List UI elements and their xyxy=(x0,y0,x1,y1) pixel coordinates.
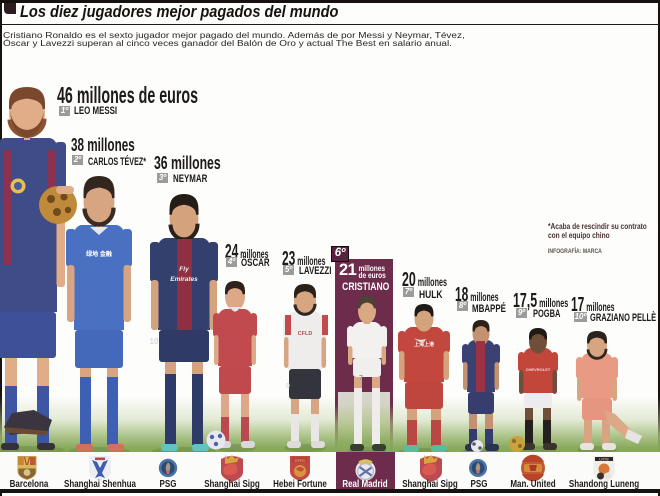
svg-text:0: 0 xyxy=(286,383,290,390)
svg-text:CFLD: CFLD xyxy=(298,331,313,337)
svg-text:CFFC: CFFC xyxy=(295,458,306,463)
svg-text:10: 10 xyxy=(150,337,159,346)
svg-text:7: 7 xyxy=(359,375,363,382)
svg-text:Fly: Fly xyxy=(179,266,189,273)
svg-text:CHEVROLET: CHEVROLET xyxy=(526,367,551,372)
svg-text:绿地 金融: 绿地 金融 xyxy=(86,250,112,258)
svg-text:LNTB: LNTB xyxy=(599,458,609,462)
svg-text:Emirates: Emirates xyxy=(170,276,198,283)
svg-text:上海上港: 上海上港 xyxy=(414,341,435,348)
